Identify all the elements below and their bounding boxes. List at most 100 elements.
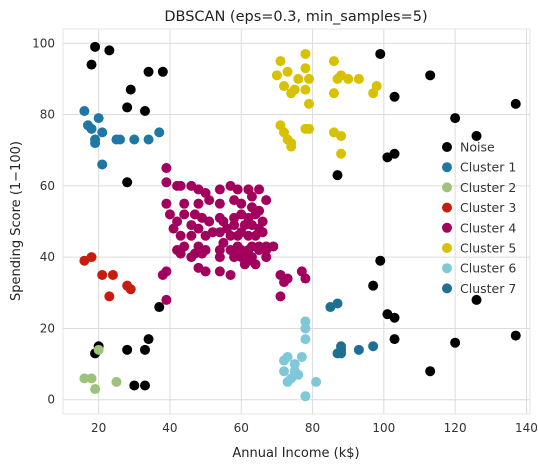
point-cluster-4 xyxy=(204,216,215,227)
y-tick-label: 20 xyxy=(40,321,55,335)
point-cluster-3 xyxy=(97,269,108,280)
point-noise xyxy=(389,148,400,159)
point-cluster-7 xyxy=(332,298,343,309)
point-cluster-4 xyxy=(197,248,208,259)
point-cluster-4 xyxy=(225,269,236,280)
legend-label-cluster-3: Cluster 3 xyxy=(460,200,516,215)
point-cluster-6 xyxy=(311,376,322,387)
point-cluster-4 xyxy=(261,252,272,263)
point-cluster-5 xyxy=(300,48,311,59)
point-cluster-4 xyxy=(207,227,218,238)
point-cluster-2 xyxy=(90,384,101,395)
point-cluster-4 xyxy=(257,216,268,227)
point-noise xyxy=(389,312,400,323)
point-cluster-5 xyxy=(303,123,314,134)
point-cluster-7 xyxy=(336,341,347,352)
legend-marker-cluster-1 xyxy=(442,162,452,173)
x-tick-label: 120 xyxy=(444,421,467,435)
legend: Noise Cluster 1 Cluster 2 Cluster 3 Cluster … xyxy=(442,140,516,296)
point-cluster-5 xyxy=(303,73,314,84)
x-tick-label: 80 xyxy=(305,421,320,435)
point-noise xyxy=(471,130,482,141)
point-cluster-4 xyxy=(254,184,265,195)
x-tick-label: 100 xyxy=(372,421,395,435)
point-noise xyxy=(139,105,150,116)
point-cluster-5 xyxy=(303,98,314,109)
point-cluster-4 xyxy=(189,248,200,259)
point-cluster-5 xyxy=(328,88,339,99)
point-noise xyxy=(157,66,168,77)
point-cluster-4 xyxy=(161,198,172,209)
point-noise xyxy=(154,302,165,313)
point-cluster-4 xyxy=(250,259,261,270)
point-cluster-4 xyxy=(225,230,236,241)
point-cluster-4 xyxy=(254,205,265,216)
point-noise xyxy=(450,113,461,124)
point-cluster-4 xyxy=(246,191,257,202)
x-tick-label: 20 xyxy=(91,421,106,435)
legend-label-cluster-7: Cluster 7 xyxy=(460,281,516,296)
point-noise xyxy=(368,280,379,291)
point-cluster-5 xyxy=(300,84,311,95)
legend-marker-cluster-6 xyxy=(442,263,452,274)
point-cluster-5 xyxy=(343,73,354,84)
point-cluster-1 xyxy=(86,123,97,134)
point-cluster-4 xyxy=(175,230,186,241)
y-tick-label: 100 xyxy=(32,36,55,50)
point-cluster-5 xyxy=(336,148,347,159)
point-cluster-4 xyxy=(161,266,172,277)
point-cluster-6 xyxy=(300,316,311,327)
point-cluster-1 xyxy=(97,127,108,138)
x-tick-label: 140 xyxy=(515,421,538,435)
point-cluster-4 xyxy=(172,216,183,227)
point-cluster-4 xyxy=(179,241,190,252)
point-cluster-2 xyxy=(86,373,97,384)
point-noise xyxy=(425,366,436,377)
point-cluster-5 xyxy=(328,56,339,67)
chart-title: DBSCAN (eps=0.3, min_samples=5) xyxy=(164,9,427,25)
point-cluster-5 xyxy=(353,73,364,84)
point-cluster-1 xyxy=(79,105,90,116)
point-noise xyxy=(104,45,115,56)
point-cluster-4 xyxy=(186,230,197,241)
point-cluster-6 xyxy=(296,351,307,362)
point-cluster-4 xyxy=(214,252,225,263)
point-cluster-7 xyxy=(353,344,364,355)
legend-label-cluster-5: Cluster 5 xyxy=(460,241,516,256)
legend-marker-cluster-5 xyxy=(442,243,452,253)
point-cluster-1 xyxy=(129,134,140,145)
point-noise xyxy=(125,84,136,95)
point-cluster-4 xyxy=(275,291,286,302)
point-noise xyxy=(375,48,386,59)
data-points xyxy=(79,41,521,402)
point-cluster-1 xyxy=(97,159,108,170)
point-cluster-4 xyxy=(254,245,265,256)
point-cluster-5 xyxy=(275,56,286,67)
point-noise xyxy=(375,255,386,266)
legend-label-cluster-2: Cluster 2 xyxy=(460,180,516,195)
point-noise xyxy=(389,334,400,345)
point-noise xyxy=(471,294,482,305)
point-cluster-2 xyxy=(111,376,122,387)
point-cluster-4 xyxy=(268,241,279,252)
point-noise xyxy=(122,102,133,113)
point-cluster-4 xyxy=(229,220,240,231)
point-cluster-4 xyxy=(214,184,225,195)
point-noise xyxy=(139,380,150,391)
point-cluster-6 xyxy=(300,334,311,345)
point-cluster-4 xyxy=(257,227,268,238)
point-cluster-4 xyxy=(179,209,190,220)
point-cluster-1 xyxy=(93,113,104,124)
point-noise xyxy=(90,41,101,52)
point-cluster-6 xyxy=(279,355,290,366)
point-noise xyxy=(139,344,150,355)
point-noise xyxy=(450,337,461,348)
point-cluster-4 xyxy=(193,198,204,209)
point-cluster-4 xyxy=(214,266,225,277)
legend-marker-cluster-4 xyxy=(442,222,452,233)
point-cluster-5 xyxy=(282,66,293,77)
x-axis-label: Annual Income (k$) xyxy=(232,446,359,461)
legend-marker-cluster-7 xyxy=(442,283,452,294)
y-tick-label: 80 xyxy=(40,108,55,122)
